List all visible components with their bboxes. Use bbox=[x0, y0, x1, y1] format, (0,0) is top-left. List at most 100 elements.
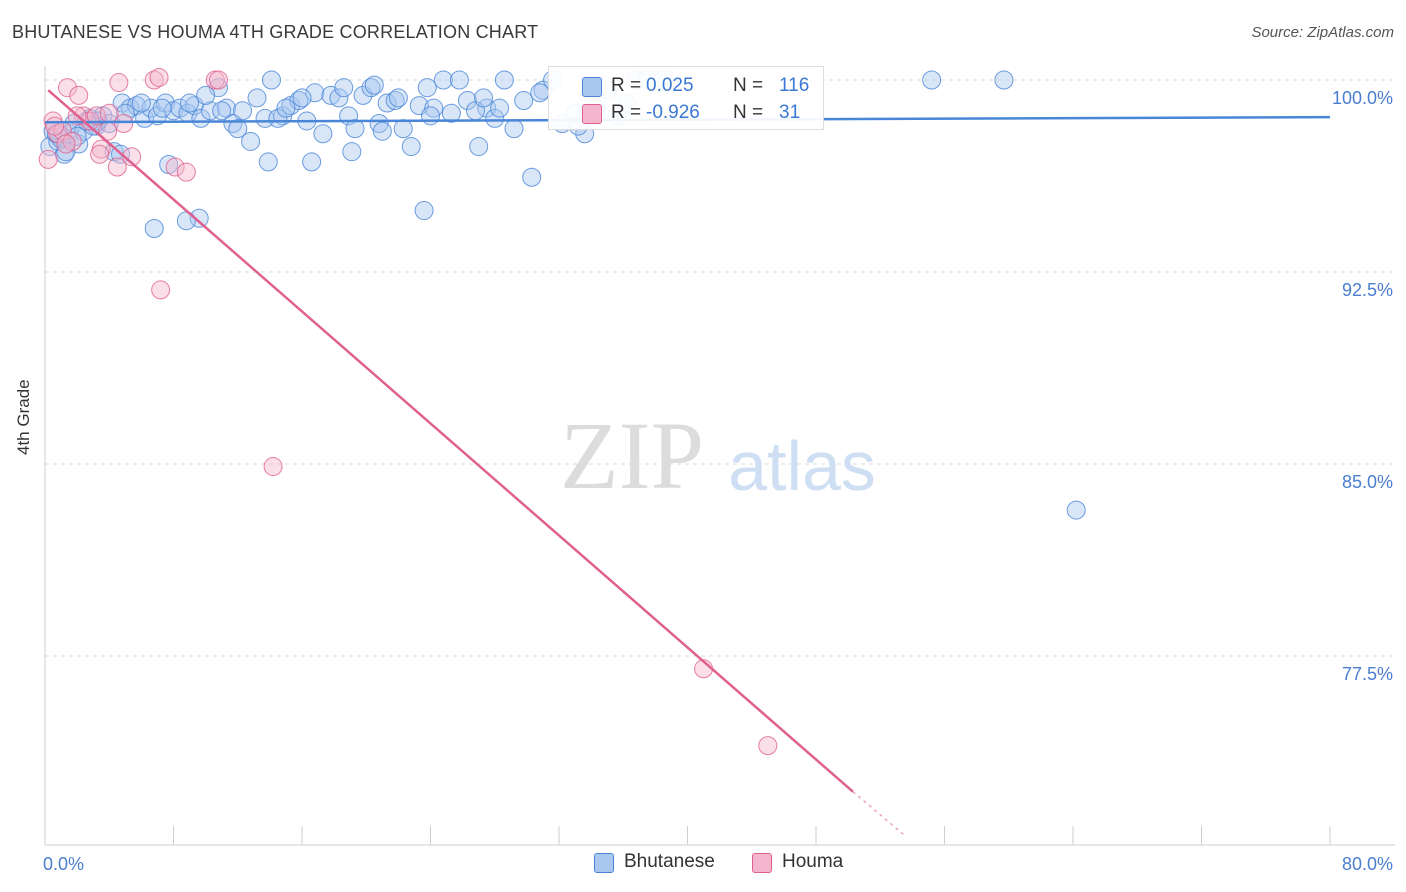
legend-r-value: 0.025 bbox=[646, 75, 694, 96]
houma-point bbox=[56, 134, 76, 154]
bhutanese-point bbox=[247, 88, 267, 108]
houma-point bbox=[165, 157, 185, 177]
legend-n-label: N = bbox=[733, 102, 764, 123]
bhutanese-point bbox=[385, 90, 405, 110]
bhutanese-point bbox=[417, 78, 437, 98]
bhutanese-point bbox=[388, 88, 408, 108]
y-axis-label: 4th Grade bbox=[14, 379, 33, 455]
bhutanese-point bbox=[155, 93, 175, 113]
legend-swatch-blue bbox=[594, 853, 614, 873]
legend-row-bhutanese: R = 0.025 N = 116 bbox=[549, 75, 823, 101]
bhutanese-point bbox=[342, 142, 362, 162]
source-label: Source: ZipAtlas.com bbox=[1251, 24, 1394, 41]
bhutanese-point bbox=[449, 70, 469, 90]
houma-point bbox=[149, 67, 169, 87]
houma-point bbox=[109, 73, 129, 93]
bhutanese-point bbox=[305, 83, 325, 103]
houma-point bbox=[90, 144, 110, 164]
bhutanese-point bbox=[180, 93, 200, 113]
houma-point bbox=[69, 85, 89, 105]
bhutanese-point bbox=[212, 101, 232, 121]
bhutanese-point bbox=[994, 70, 1014, 90]
bhutanese-point bbox=[377, 93, 397, 113]
axes bbox=[44, 66, 1395, 846]
legend-r-label: R = bbox=[611, 102, 642, 123]
legend-swatch-blue bbox=[582, 77, 602, 97]
legend-r-value: -0.926 bbox=[646, 102, 700, 123]
houma-trend-line bbox=[47, 89, 854, 793]
legend-row-houma: R = -0.926 N = 31 bbox=[549, 102, 823, 128]
houma-point bbox=[144, 70, 164, 90]
y-tick-label: 85.0% bbox=[1342, 472, 1393, 492]
bhutanese-point bbox=[191, 108, 211, 128]
bhutanese-point bbox=[228, 119, 248, 139]
watermark-atlas: atlas bbox=[728, 427, 876, 505]
bhutanese-point bbox=[241, 131, 261, 151]
bhutanese-point bbox=[514, 90, 534, 110]
houma-point bbox=[758, 736, 778, 756]
bhutanese-point bbox=[441, 103, 461, 123]
x-tick-label: 0.0% bbox=[43, 854, 84, 874]
bhutanese-point bbox=[313, 124, 333, 144]
bhutanese-point bbox=[393, 119, 413, 139]
bhutanese-point bbox=[200, 101, 220, 121]
bhutanese-point bbox=[494, 70, 514, 90]
bhutanese-point bbox=[522, 167, 542, 187]
bhutanese-point bbox=[433, 70, 453, 90]
legend-label-houma: Houma bbox=[782, 851, 844, 872]
legend-swatch-pink bbox=[752, 853, 772, 873]
y-tick-label: 92.5% bbox=[1342, 280, 1393, 300]
bhutanese-point bbox=[469, 137, 489, 157]
bhutanese-point bbox=[401, 137, 421, 157]
bhutanese-point bbox=[922, 70, 942, 90]
legend-n-value: 116 bbox=[779, 75, 810, 96]
houma-point bbox=[38, 149, 58, 169]
bhutanese-point bbox=[504, 119, 524, 139]
houma-point bbox=[114, 114, 134, 134]
houma-trend-extension bbox=[852, 791, 905, 836]
bhutanese-point bbox=[292, 88, 312, 108]
bhutanese-point bbox=[334, 78, 354, 98]
bhutanese-point bbox=[131, 93, 151, 113]
bhutanese-point bbox=[530, 83, 550, 103]
y-tick-label: 100.0% bbox=[1332, 88, 1393, 108]
watermark: ZIP atlas bbox=[560, 402, 876, 509]
houma-point bbox=[151, 280, 171, 300]
bhutanese-point bbox=[144, 218, 164, 238]
bhutanese-point bbox=[345, 119, 365, 139]
houma-point bbox=[176, 162, 196, 182]
houma-point bbox=[57, 78, 77, 98]
bhutanese-point bbox=[276, 98, 296, 118]
houma-point bbox=[208, 70, 228, 90]
x-tick-label: 80.0% bbox=[1342, 854, 1393, 874]
bhutanese-point bbox=[152, 98, 172, 118]
bhutanese-point bbox=[141, 98, 161, 118]
bhutanese-point bbox=[372, 121, 392, 141]
bhutanese-point bbox=[196, 85, 216, 105]
stats-legend: R = 0.025 N = 116 R = -0.926 N = 31 bbox=[548, 66, 824, 130]
legend-n-label: N = bbox=[733, 75, 764, 96]
bhutanese-point bbox=[329, 88, 349, 108]
legend-n-value: 31 bbox=[779, 102, 801, 123]
bhutanese-point bbox=[424, 98, 444, 118]
houma-point bbox=[263, 457, 283, 477]
bhutanese-point bbox=[457, 90, 477, 110]
houma-point bbox=[107, 157, 127, 177]
bhutanese-point bbox=[1066, 500, 1086, 520]
bhutanese-point bbox=[485, 108, 505, 128]
bhutanese-point bbox=[302, 152, 322, 172]
bhutanese-point bbox=[474, 88, 494, 108]
bhutanese-point bbox=[233, 101, 253, 121]
legend-swatch-pink bbox=[582, 104, 602, 124]
houma-point bbox=[45, 116, 65, 136]
bhutanese-point bbox=[414, 201, 434, 221]
bhutanese-point bbox=[421, 106, 440, 126]
bhutanese-point bbox=[56, 142, 76, 162]
pink-points bbox=[38, 67, 778, 756]
grid-lines bbox=[45, 79, 1395, 657]
bhutanese-point bbox=[369, 114, 389, 134]
bhutanese-point bbox=[361, 78, 381, 98]
bhutanese-point bbox=[268, 108, 288, 128]
bhutanese-point bbox=[258, 152, 278, 172]
